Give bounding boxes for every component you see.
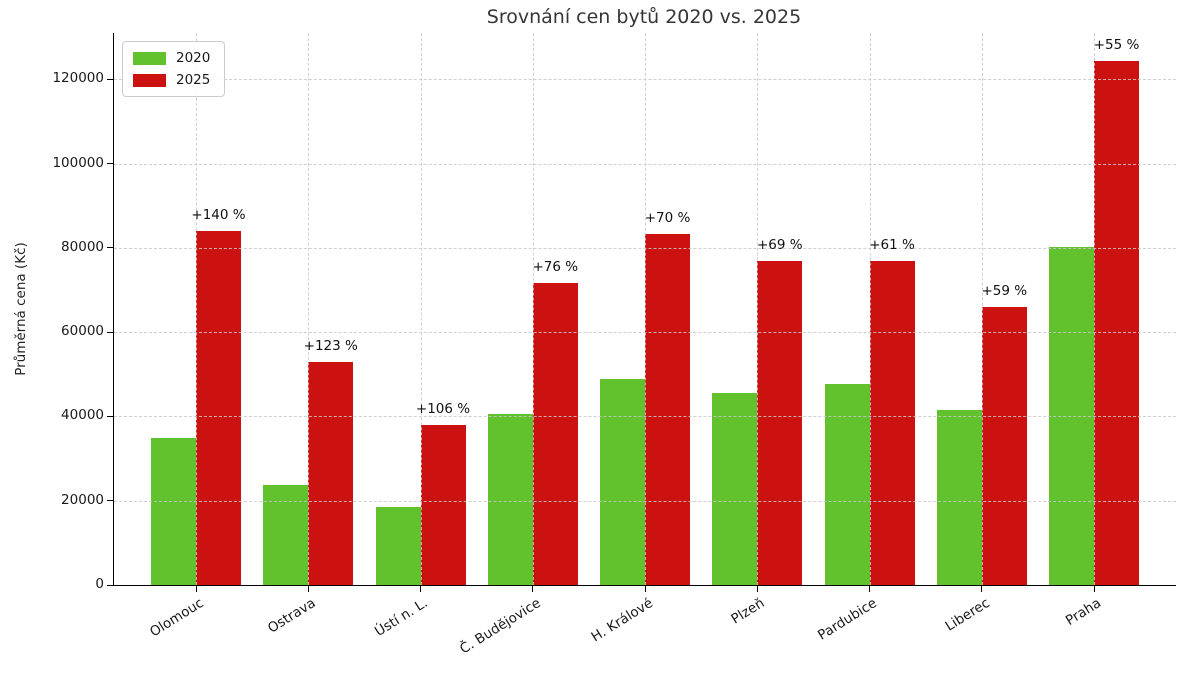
x-tick-mark [195,585,197,592]
x-tick-label-h-kr-lov: H. Králové [588,595,656,646]
x-tick-mark [420,585,421,592]
bar-2020-ostrava [263,485,309,585]
x-tick-mark [1093,585,1095,592]
legend-swatch-2020 [133,51,166,65]
legend-swatch-2025 [133,73,166,87]
bar-2025-plze [757,260,803,585]
x-gridline [981,33,983,585]
y-tick-mark [107,163,114,165]
pct-change-label: +69 % [756,236,803,253]
bar-2025-st-n-l [420,425,466,585]
y-tick-label: 60000 [61,323,104,340]
y-tick-label: 20000 [61,491,104,508]
pct-change-label: +123 % [303,338,358,355]
bar-2020-bud-jovice [487,413,533,585]
x-gridline [532,33,534,585]
x-tick-label-pardubice: Pardubice [815,595,880,644]
x-tick-label-st-n-l: Ústí n. L. [372,595,431,640]
bar-2020-st-n-l [375,507,421,585]
bar-2020-pardubice [824,384,870,585]
bar-2025-h-kr-lov [645,234,690,585]
pct-change-label: +70 % [644,209,691,226]
y-tick-mark [107,78,114,80]
bar-2025-olomouc [196,231,241,585]
x-tick-label-plze: Plzeň [728,595,768,628]
x-tick-label-olomouc: Olomouc [147,595,207,641]
y-tick-mark [107,584,114,586]
y-tick-label: 40000 [61,407,104,424]
legend: 2020 2025 [122,41,226,97]
pct-change-label: +140 % [191,207,246,224]
y-tick-label: 100000 [52,154,104,171]
bar-2020-praha [1049,247,1094,585]
pct-change-label: +55 % [1093,37,1140,54]
bar-2025-bud-jovice [532,283,578,585]
bar-2020-liberec [936,410,982,585]
y-tick-mark [107,247,114,249]
bar-2020-h-kr-lov [600,378,645,585]
y-tick-mark [107,331,114,333]
x-gridline [308,33,310,585]
x-tick-mark [644,585,646,592]
x-gridline [196,33,197,585]
x-gridline [420,33,422,585]
y-tick-mark [107,415,114,417]
pct-change-label: +106 % [415,401,471,418]
x-tick-mark [532,585,534,592]
x-tick-label-ostrava: Ostrava [265,595,319,637]
legend-item-2025: 2025 [133,72,210,88]
bar-2020-plze [712,392,758,585]
x-gridline [869,33,871,585]
bar-2025-pardubice [869,261,915,585]
x-tick-label-liberec: Liberec [942,595,993,635]
x-gridline [645,33,646,585]
legend-label-2025: 2025 [176,72,211,88]
bar-2020-olomouc [151,437,196,585]
x-gridline [757,33,759,585]
chart-title: Srovnání cen bytů 2020 vs. 2025 [486,6,802,28]
x-tick-mark [756,585,758,592]
y-tick-label: 80000 [61,238,104,255]
bar-2025-praha [1094,61,1139,585]
pct-change-label: +61 % [869,237,915,254]
x-gridline [1094,33,1095,585]
legend-item-2020: 2020 [133,50,210,66]
pct-change-label: +59 % [981,283,1028,300]
x-tick-mark [981,585,983,592]
bar-2025-ostrava [308,362,354,585]
bar-2025-liberec [981,307,1027,585]
legend-label-2020: 2020 [176,50,211,66]
y-tick-label: 120000 [52,70,104,87]
y-axis-label: Průměrná cena (Kč) [13,242,29,376]
y-tick-label: 0 [95,576,104,592]
x-tick-mark [869,585,870,592]
x-tick-mark [307,585,309,592]
x-tick-label-bud-jovice: Č. Budějovice [456,595,544,658]
plot-area: 2020 2025 0 20000 40000 60000 80000 100000 1200… [52,33,1176,657]
y-tick-mark [107,500,114,502]
pct-change-label: +76 % [532,259,579,276]
x-tick-label-praha: Praha [1063,595,1105,630]
